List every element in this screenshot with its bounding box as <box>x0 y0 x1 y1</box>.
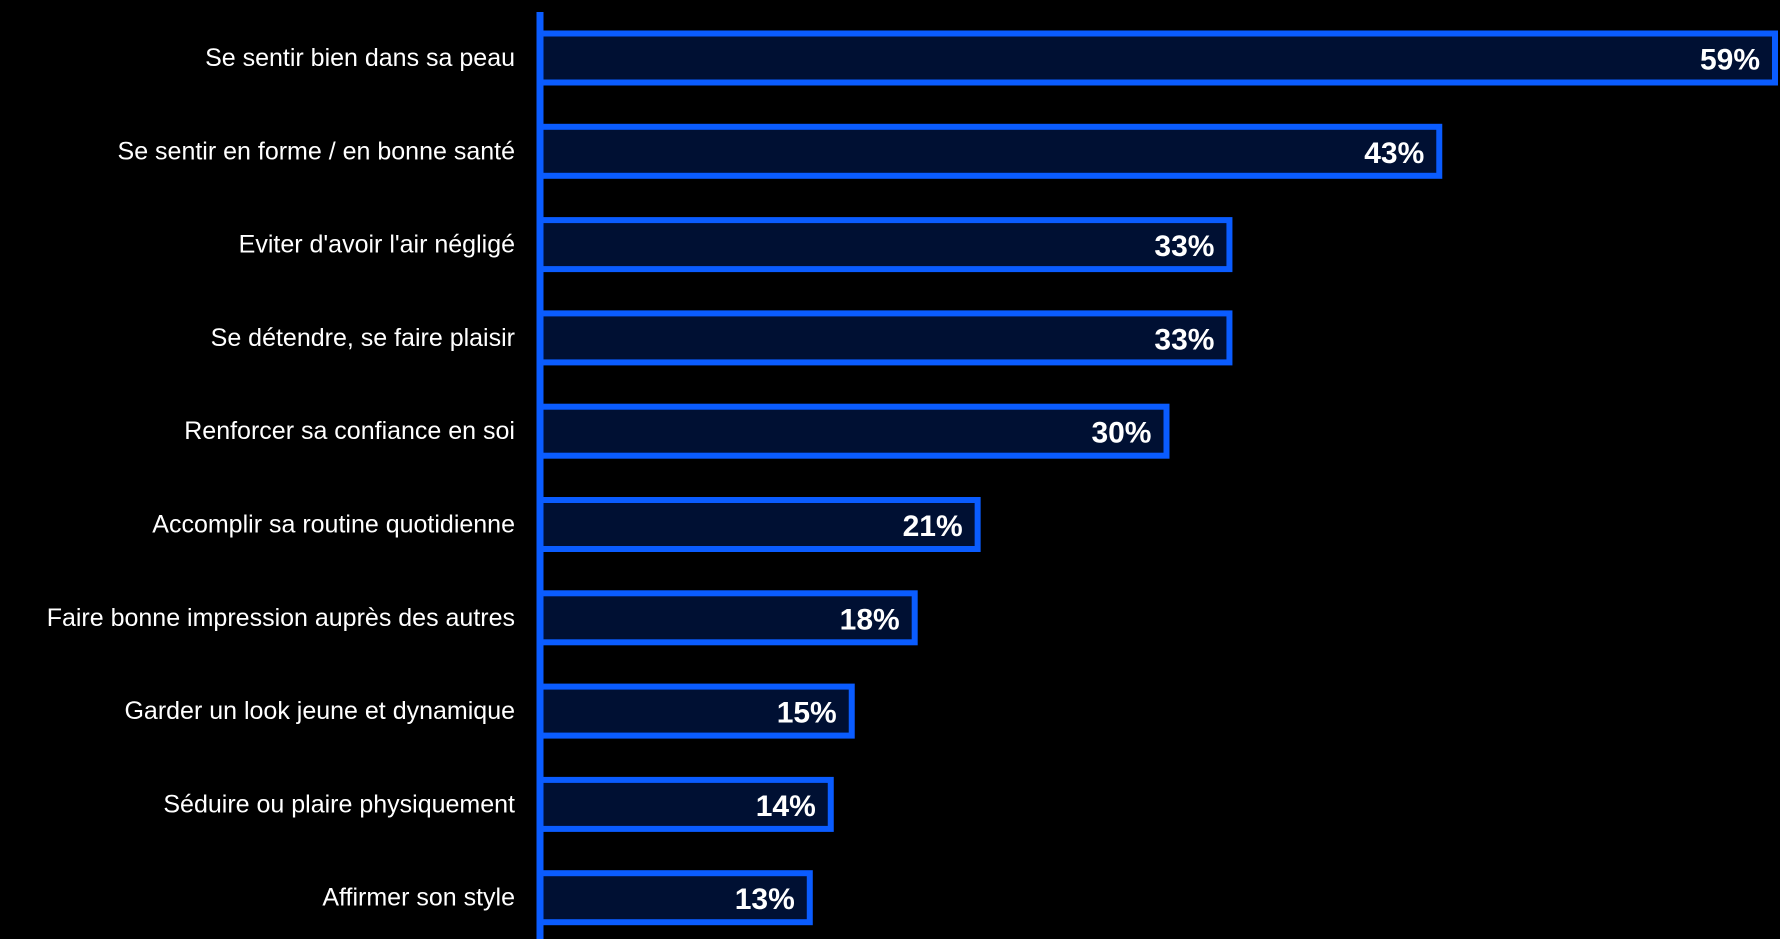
value-label-eviter-d-avoir-l-air-neglige: 33% <box>1154 230 1214 263</box>
category-label-faire-bonne-impression-aupres-des-autres: Faire bonne impression auprès des autres <box>47 604 515 632</box>
value-label-se-sentir-bien-dans-sa-peau: 59% <box>1700 44 1760 77</box>
value-label-se-sentir-en-forme-en-bonne-sante: 43% <box>1364 137 1424 170</box>
category-label-eviter-d-avoir-l-air-neglige: Eviter d'avoir l'air négligé <box>239 231 515 259</box>
category-labels: Se sentir bien dans sa peau Se sentir en … <box>47 44 515 912</box>
value-label-seduire-ou-plaire-physiquement: 14% <box>756 790 816 823</box>
bar-se-detendre-se-faire-plaisir <box>537 310 1233 366</box>
category-label-se-detendre-se-faire-plaisir: Se détendre, se faire plaisir <box>211 324 515 352</box>
value-label-affirmer-son-style: 13% <box>735 883 795 916</box>
category-label-accomplir-sa-routine-quotidienne: Accomplir sa routine quotidienne <box>152 511 515 539</box>
value-label-renforcer-sa-confiance-en-soi: 30% <box>1091 417 1151 450</box>
value-label-faire-bonne-impression-aupres-des-autres: 18% <box>840 603 900 636</box>
category-label-se-sentir-bien-dans-sa-peau: Se sentir bien dans sa peau <box>205 44 515 72</box>
value-label-accomplir-sa-routine-quotidienne: 21% <box>903 510 963 543</box>
bar-affirmer-son-style <box>537 870 813 926</box>
bar-renforcer-sa-confiance-en-soi <box>537 403 1170 459</box>
category-label-renforcer-sa-confiance-en-soi: Renforcer sa confiance en soi <box>184 417 515 445</box>
category-label-garder-un-look-jeune-et-dynamique: Garder un look jeune et dynamique <box>124 697 515 725</box>
bar-faire-bonne-impression-aupres-des-autres <box>537 590 918 646</box>
category-label-seduire-ou-plaire-physiquement: Séduire ou plaire physiquement <box>163 790 515 818</box>
bar-se-sentir-bien-dans-sa-peau <box>537 30 1778 86</box>
bars <box>537 30 1778 926</box>
bar-garder-un-look-jeune-et-dynamique <box>537 683 855 739</box>
category-label-se-sentir-en-forme-en-bonne-sante: Se sentir en forme / en bonne santé <box>118 137 515 165</box>
value-label-se-detendre-se-faire-plaisir: 33% <box>1154 323 1214 356</box>
category-label-affirmer-son-style: Affirmer son style <box>322 884 515 912</box>
bar-se-sentir-en-forme-en-bonne-sante <box>537 123 1443 179</box>
bar-eviter-d-avoir-l-air-neglige <box>537 217 1233 273</box>
value-label-garder-un-look-jeune-et-dynamique: 15% <box>777 697 837 730</box>
value-labels: 59% 43% 33% 33% 30% 21% 18% 15% 14% 13% <box>735 44 1760 917</box>
